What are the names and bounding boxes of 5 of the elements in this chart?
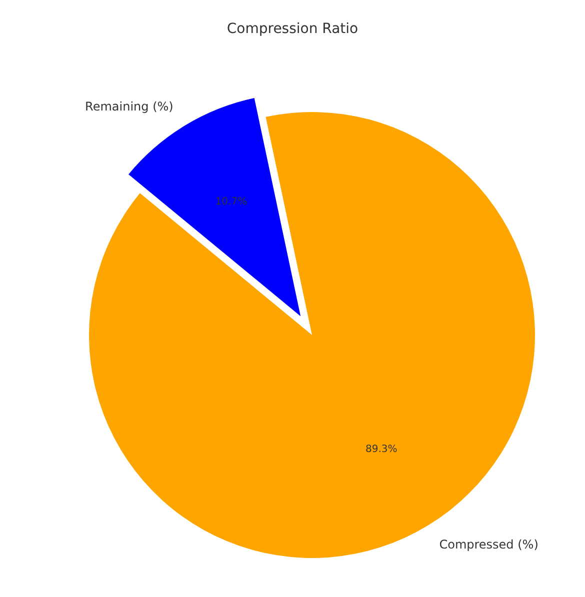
data-label: 89.3% — [366, 444, 398, 455]
chart-title: Compression Ratio — [226, 21, 358, 37]
data-label: 10.7% — [215, 196, 248, 208]
slice-label: Compressed (%) — [439, 538, 538, 552]
slice-label: Remaining (%) — [85, 99, 174, 114]
